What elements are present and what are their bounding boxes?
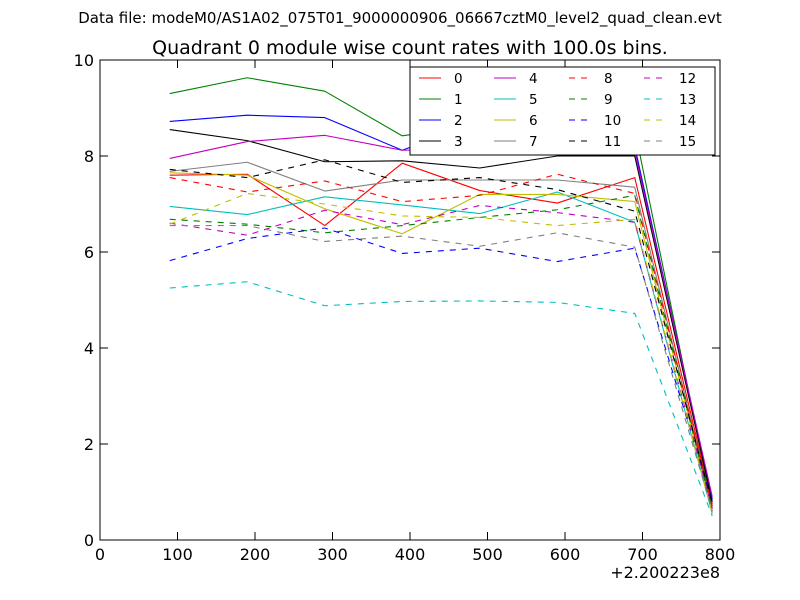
x-tick-label: 300 (317, 545, 348, 564)
legend-label-12: 12 (679, 71, 696, 87)
legend-label-14: 14 (679, 113, 696, 129)
series-line-11 (169, 159, 713, 505)
legend-label-11: 11 (604, 134, 621, 150)
series-line-4 (169, 134, 713, 497)
x-tick-label: 200 (240, 545, 271, 564)
legend-label-5: 5 (529, 92, 538, 108)
legend-label-6: 6 (529, 113, 538, 129)
legend-label-15: 15 (679, 134, 696, 150)
series-line-6 (169, 172, 713, 512)
series-line-8 (169, 173, 713, 507)
series-line-15 (169, 225, 713, 512)
series-line-14 (169, 192, 713, 514)
legend-label-0: 0 (454, 71, 463, 87)
series-line-10 (169, 227, 713, 502)
series-line-13 (169, 281, 713, 517)
legend-label-1: 1 (454, 92, 463, 108)
x-tick-label: 600 (550, 545, 581, 564)
legend-label-7: 7 (529, 134, 538, 150)
legend-label-3: 3 (454, 134, 463, 150)
y-tick-label: 6 (84, 243, 94, 262)
x-tick-label: 0 (95, 545, 105, 564)
x-offset-label: +2.200223e8 (610, 563, 720, 582)
y-tick-label: 8 (84, 147, 94, 166)
x-tick-label: 700 (627, 545, 658, 564)
legend-label-9: 9 (604, 92, 613, 108)
legend-label-2: 2 (454, 113, 463, 129)
legend-box (409, 66, 716, 156)
legend-label-10: 10 (604, 113, 621, 129)
legend-label-8: 8 (604, 71, 613, 87)
x-tick-label: 400 (395, 545, 426, 564)
x-tick-label: 800 (705, 545, 736, 564)
x-tick-label: 500 (472, 545, 503, 564)
legend-label-4: 4 (529, 71, 538, 87)
legend-label-13: 13 (679, 92, 696, 108)
chart-suptitle: Data file: modeM0/AS1A02_075T01_90000009… (78, 9, 722, 28)
y-tick-label: 2 (84, 435, 94, 454)
series-line-5 (169, 191, 713, 514)
x-tick-label: 100 (162, 545, 193, 564)
series-line-2 (169, 114, 713, 500)
y-tick-label: 10 (74, 51, 94, 70)
series-line-9 (169, 194, 713, 512)
y-tick-label: 0 (84, 531, 94, 550)
chart-title: Quadrant 0 module wise count rates with … (152, 37, 668, 59)
series-line-0 (169, 162, 713, 505)
series-line-3 (169, 129, 713, 502)
y-tick-label: 4 (84, 339, 94, 358)
